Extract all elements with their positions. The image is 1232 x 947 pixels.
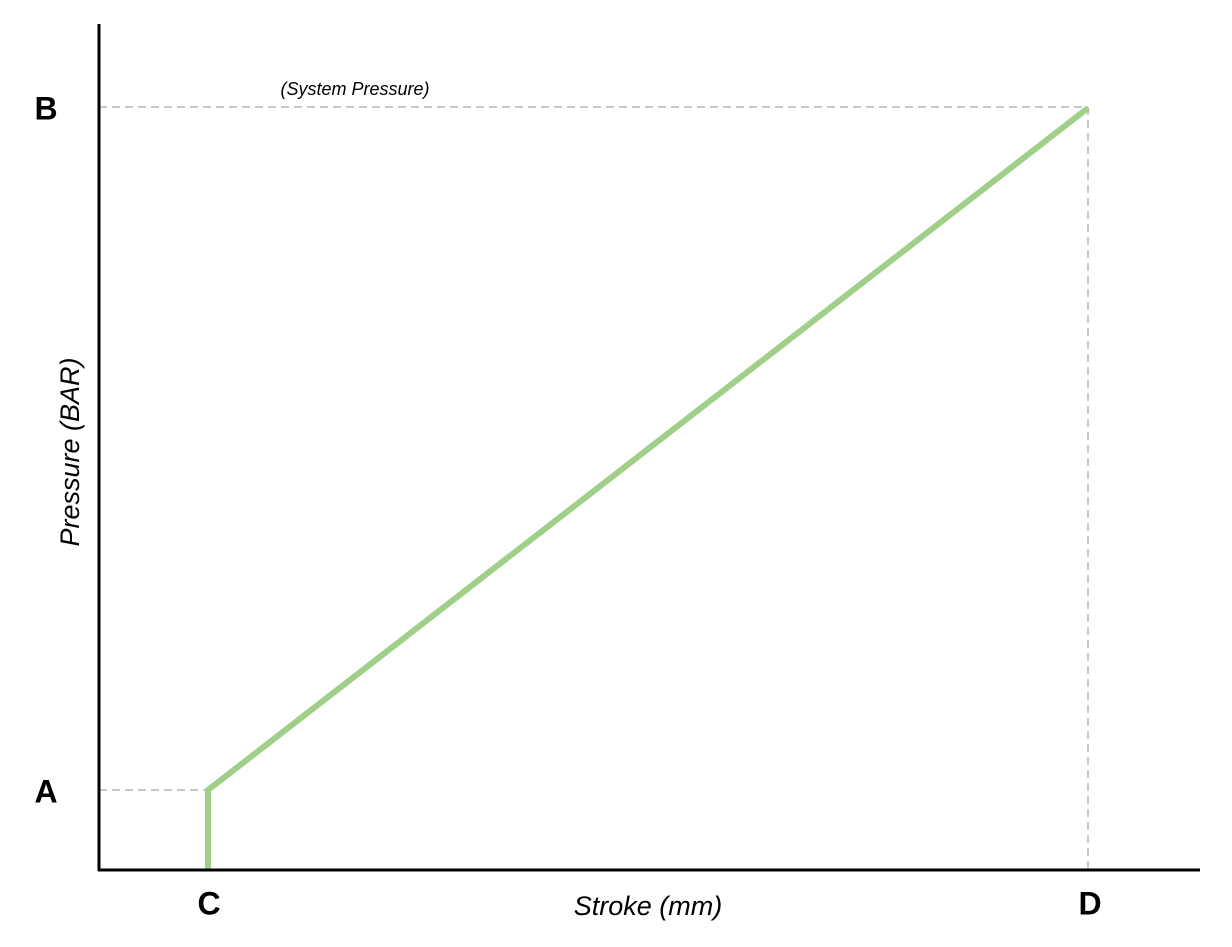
pressure-curve (205, 105, 1090, 870)
x-point-label: C (197, 885, 220, 921)
y-axis-label: Pressure (BAR) (55, 357, 85, 546)
y-point-label: B (34, 90, 57, 126)
x-axis-label: Stroke (mm) (574, 891, 723, 921)
annotation: (System Pressure) (280, 79, 429, 99)
x-point-label: D (1078, 885, 1101, 921)
y-point-label: A (34, 773, 57, 809)
